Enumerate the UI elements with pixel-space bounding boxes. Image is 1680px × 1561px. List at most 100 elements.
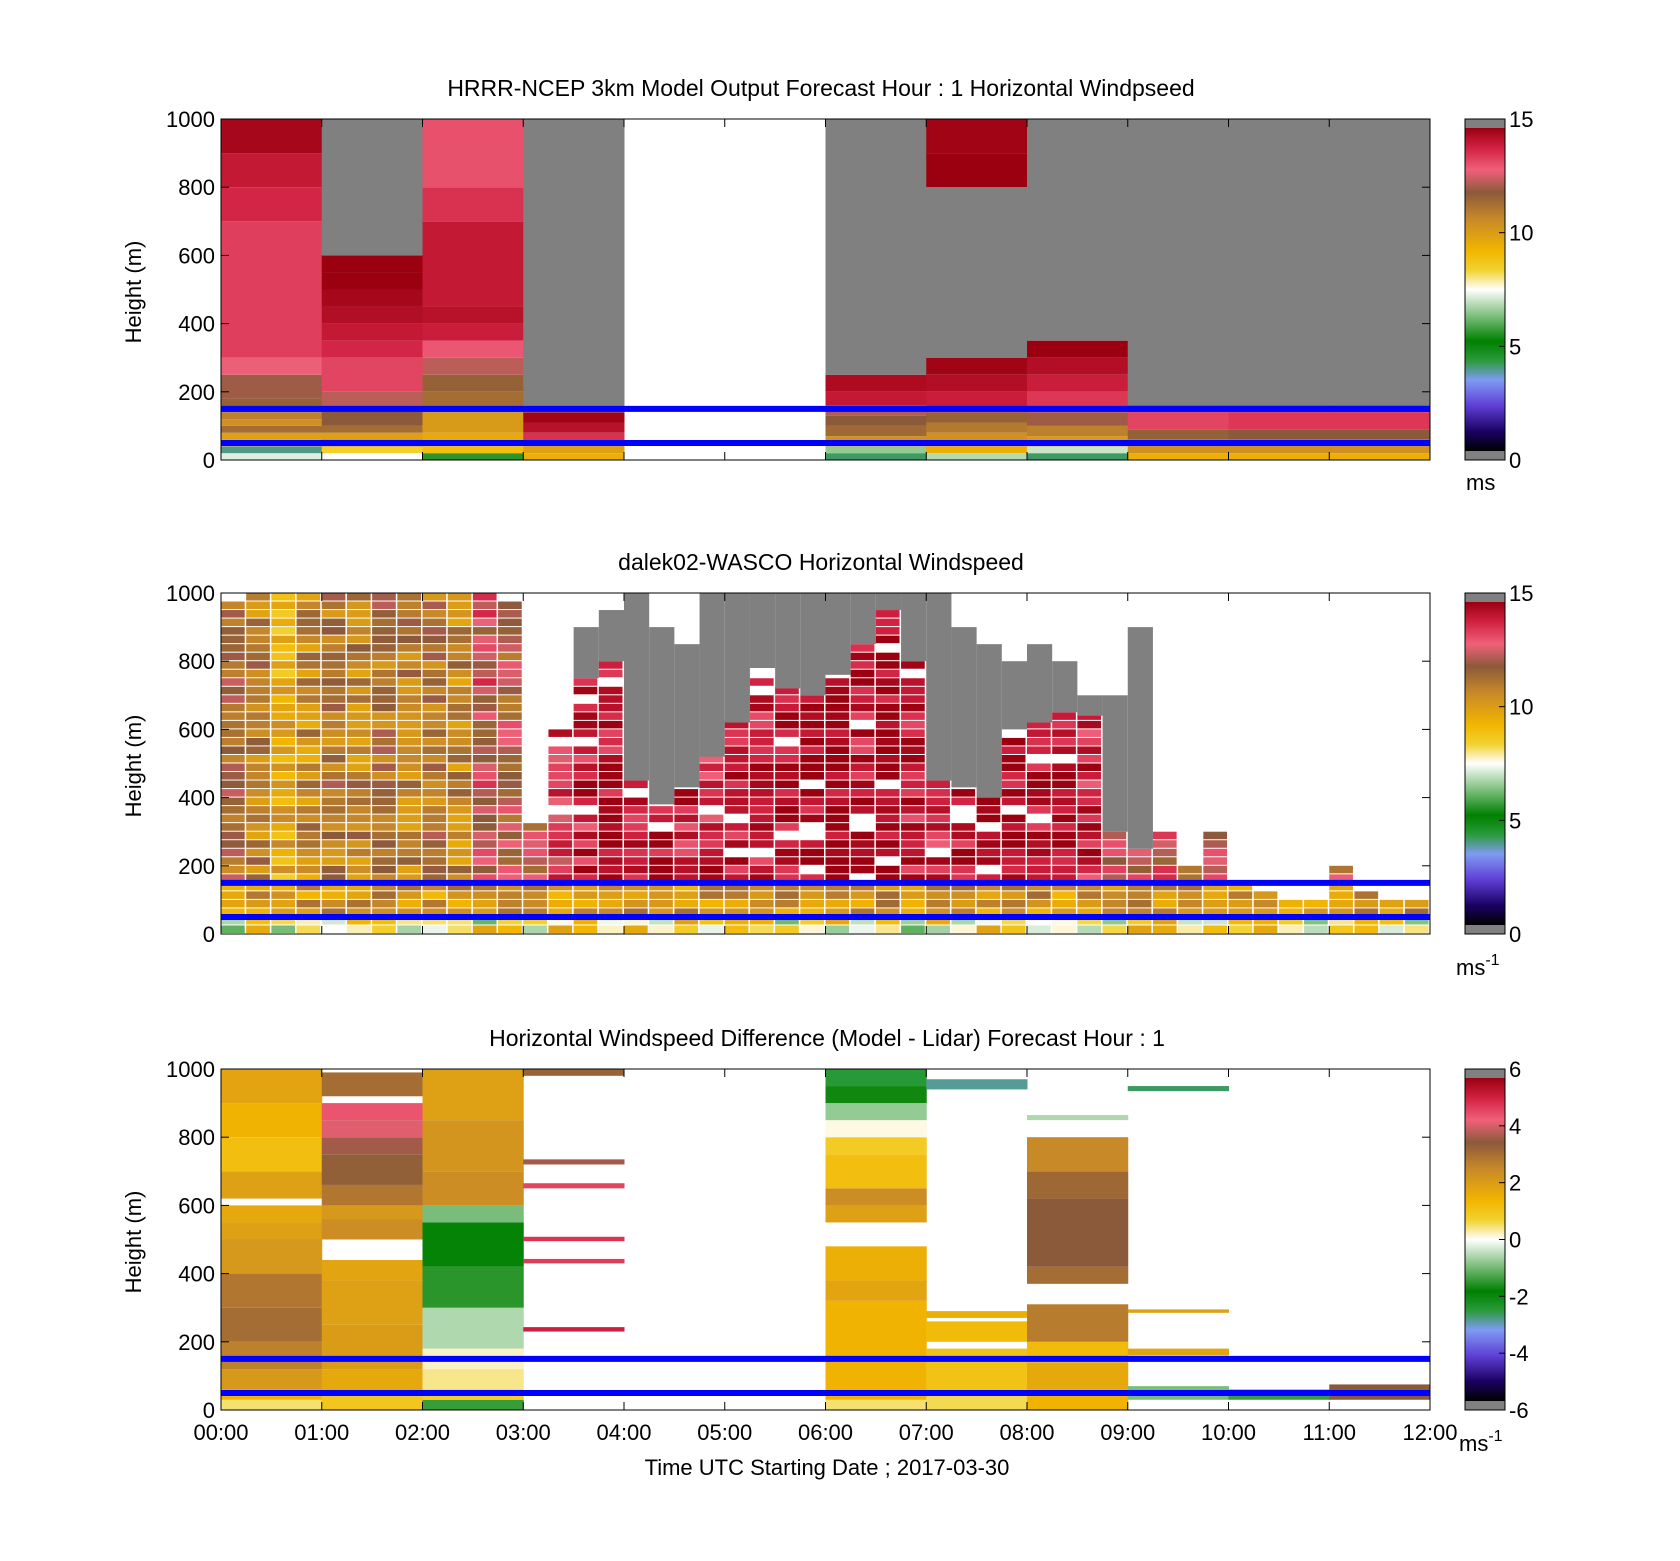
heatmap-cell xyxy=(800,797,824,806)
heatmap-cell xyxy=(825,737,850,746)
heatmap-cell xyxy=(422,453,524,460)
heatmap-cell xyxy=(221,1273,323,1308)
heatmap-cell xyxy=(1001,857,1026,865)
heatmap-cell xyxy=(422,891,447,899)
heatmap-cell xyxy=(875,848,900,857)
heatmap-cell xyxy=(573,678,598,686)
heatmap-cell xyxy=(372,916,396,925)
heatmap-cell xyxy=(875,746,900,754)
heatmap-cell xyxy=(422,627,447,635)
heatmap-cell xyxy=(624,874,648,882)
heatmap-cell xyxy=(598,806,623,814)
heatmap-cell xyxy=(498,652,522,661)
heatmap-cell xyxy=(221,857,245,865)
heatmap-cell xyxy=(548,831,573,840)
heatmap-cell xyxy=(825,729,850,737)
heatmap-cell xyxy=(598,908,623,916)
heatmap-cell xyxy=(724,806,749,814)
heatmap-cell xyxy=(825,754,850,763)
heatmap-cell xyxy=(548,772,573,780)
heatmap-cell xyxy=(447,908,472,916)
heatmap-cell xyxy=(573,848,598,857)
heatmap-cell xyxy=(775,729,799,737)
heatmap-cell xyxy=(221,703,245,712)
panel-lidar-ylabel: Height (m) xyxy=(121,715,146,818)
heatmap-cell xyxy=(271,865,296,874)
heatmap-cell xyxy=(674,908,699,916)
heatmap-cell xyxy=(951,840,976,848)
heatmap-cell xyxy=(447,831,472,840)
heatmap-cell xyxy=(548,925,573,933)
heatmap-cell xyxy=(901,891,925,899)
heatmap-cell xyxy=(901,772,925,780)
heatmap-cell xyxy=(1253,899,1278,908)
heatmap-cell xyxy=(926,1348,1028,1397)
heatmap-cell xyxy=(926,446,1028,454)
colorbar-frame xyxy=(1464,118,1506,461)
heatmap-cell xyxy=(1077,831,1102,840)
heatmap-cell xyxy=(372,703,396,712)
heatmap-cell xyxy=(1404,908,1429,916)
heatmap-cell xyxy=(523,1236,625,1242)
heatmap-cell xyxy=(850,712,875,720)
heatmap-cell xyxy=(749,703,774,712)
heatmap-cell xyxy=(598,661,623,669)
heatmap-cell xyxy=(573,865,598,874)
heatmap-cell xyxy=(372,848,396,857)
heatmap-cell xyxy=(321,323,423,341)
colorbar-top-gray xyxy=(1465,1069,1505,1078)
missing-data-block xyxy=(699,593,725,757)
heatmap-cell xyxy=(901,746,925,754)
heatmap-cell xyxy=(372,661,396,669)
heatmap-cell xyxy=(397,720,421,729)
heatmap-cell xyxy=(699,857,724,865)
heatmap-cell xyxy=(296,772,321,780)
heatmap-cell xyxy=(296,848,321,857)
heatmap-cell xyxy=(321,746,346,754)
heatmap-cell xyxy=(901,908,925,916)
heatmap-cell xyxy=(749,754,774,763)
heatmap-cell xyxy=(296,695,321,703)
heatmap-cell xyxy=(447,882,472,891)
heatmap-cell xyxy=(598,814,623,823)
heatmap-cell xyxy=(321,453,423,460)
heatmap-cell xyxy=(1404,899,1429,908)
heatmap-cell xyxy=(472,695,497,703)
heatmap-cell xyxy=(624,908,648,916)
x-tick-label: 07:00 xyxy=(899,1420,954,1445)
heatmap-cell xyxy=(926,857,950,865)
heatmap-cell xyxy=(749,763,774,772)
heatmap-cell xyxy=(246,874,270,882)
heatmap-cell xyxy=(624,814,648,823)
heatmap-cell xyxy=(321,1205,423,1220)
heatmap-cell xyxy=(221,419,323,426)
heatmap-cell xyxy=(397,865,421,874)
heatmap-cell xyxy=(901,848,925,857)
heatmap-cell xyxy=(800,763,824,772)
heatmap-cell xyxy=(1203,899,1227,908)
heatmap-cell xyxy=(825,391,927,406)
heatmap-cell xyxy=(825,1103,927,1121)
heatmap-cell xyxy=(372,789,396,797)
heatmap-cell xyxy=(422,1307,524,1349)
heatmap-cell xyxy=(699,882,724,891)
heatmap-cell xyxy=(271,695,296,703)
heatmap-cell xyxy=(523,119,625,413)
heatmap-cell xyxy=(598,874,623,882)
heatmap-cell xyxy=(624,848,648,857)
heatmap-cell xyxy=(271,737,296,746)
heatmap-cell xyxy=(1329,429,1431,440)
heatmap-cell xyxy=(1304,908,1328,916)
heatmap-cell xyxy=(1203,865,1227,874)
heatmap-cell xyxy=(850,644,875,652)
heatmap-cell xyxy=(699,899,724,908)
heatmap-cell xyxy=(800,814,824,823)
missing-data-block xyxy=(1127,627,1153,849)
heatmap-cell xyxy=(271,874,296,882)
missing-data-block xyxy=(749,593,776,669)
heatmap-cell xyxy=(321,340,423,358)
heatmap-cell xyxy=(346,754,371,763)
heatmap-cell xyxy=(825,712,850,720)
heatmap-cell xyxy=(447,610,472,618)
heatmap-cell xyxy=(246,678,270,686)
